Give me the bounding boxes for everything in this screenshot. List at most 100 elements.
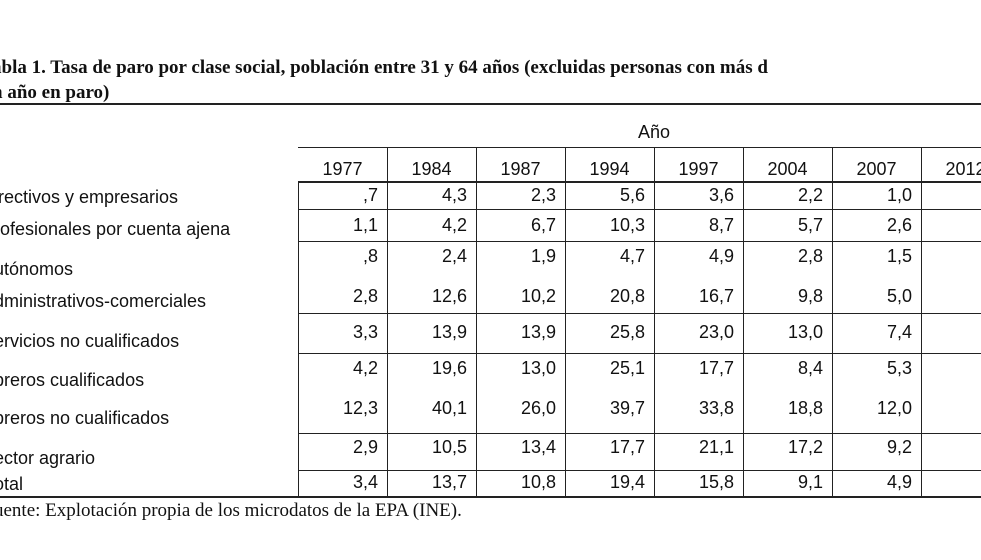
table-cell: 10,2 [520,286,556,306]
table-cell: 4,2 [352,358,378,378]
table-cell: 15,8 [698,472,734,492]
table-cell: 19,4 [609,472,645,492]
table-cell: 19 [921,358,981,378]
table-cell: ,8 [362,246,378,266]
row-rule [298,241,981,242]
year-header-2004: 2004 [767,159,808,179]
table-cell: 16 [921,322,981,342]
table-cell: 26,0 [520,398,556,418]
table-cell: 35 [921,398,981,418]
table-cell: 40,1 [431,398,467,418]
year-group-header: Año [637,122,671,142]
table-cell: 1,5 [886,246,912,266]
table-cell: 6 [921,215,981,235]
row-label: otal [0,474,24,494]
table-cell: 4,9 [886,472,912,492]
table-cell: 5,3 [886,358,912,378]
table-cell: 4,2 [441,215,467,235]
year-header-2007: 2007 [856,159,897,179]
table-cell: 1,9 [530,246,556,266]
table-cell: 13,4 [520,437,556,457]
table-cell: 12,3 [342,398,378,418]
column-divider [743,147,744,496]
table-cell: 19,6 [431,358,467,378]
row-rule [298,209,981,210]
column-divider [298,181,299,496]
table-cell: 16,7 [698,286,734,306]
table-title-line-2: n año en paro) [0,82,110,103]
year-header-2012: 2012 [945,159,981,179]
table-cell: 28 [921,437,981,457]
table-cell: 25,8 [609,322,645,342]
year-header-1977: 1977 [322,159,363,179]
column-divider [387,147,388,496]
table-cell: 2,9 [352,437,378,457]
table-cell: 5,7 [797,215,823,235]
header-rule [298,147,981,148]
table-cell: 7,4 [886,322,912,342]
year-header-1984: 1984 [411,159,452,179]
table-cell: 21,1 [698,437,734,457]
row-label: utónomos [0,259,74,279]
table-cell: 4,3 [441,185,467,205]
table-cell: 4,9 [708,246,734,266]
table-title: abla 1. Tasa de paro por clase social, p… [0,55,981,105]
table-cell: 25,1 [609,358,645,378]
table-cell: 12,0 [876,398,912,418]
table-cell: 1,0 [886,185,912,205]
column-divider [832,147,833,496]
table-cell: 10,3 [609,215,645,235]
years-rule [298,181,981,183]
row-label: irectivos y empresarios [0,187,179,207]
table-cell: 9,1 [797,472,823,492]
table-cell: 13 [921,472,981,492]
table-bottom-rule [0,496,981,498]
column-divider [654,147,655,496]
column-divider [921,147,922,496]
table-cell: 3,3 [352,322,378,342]
table-cell: 1,1 [352,215,378,235]
row-rule [298,313,981,314]
table-cell: 18,8 [787,398,823,418]
table-cell: 5,0 [886,286,912,306]
year-header-1997: 1997 [678,159,719,179]
table-cell: 13,9 [431,322,467,342]
table-cell: 3,4 [352,472,378,492]
table-cell: 17,7 [609,437,645,457]
table-cell: 2 [921,185,981,205]
table-cell: 2,4 [441,246,467,266]
table-cell: 13,7 [431,472,467,492]
row-rule [298,353,981,354]
year-header-1994: 1994 [589,159,630,179]
table-title-line-1: abla 1. Tasa de paro por clase social, p… [0,57,768,78]
year-header-1987: 1987 [500,159,541,179]
table-cell: 12 [921,286,981,306]
table-cell: 9,8 [797,286,823,306]
table-cell: 2,8 [352,286,378,306]
column-divider [565,147,566,496]
table-cell: ,7 [362,185,378,205]
table-cell: 39,7 [609,398,645,418]
table-cell: 8,7 [708,215,734,235]
table-cell: 23,0 [698,322,734,342]
row-label: rofesionales por cuenta ajena [0,219,231,239]
table-cell: 5,6 [619,185,645,205]
row-label: ervicios no cualificados [0,331,180,351]
table-cell: 3,6 [708,185,734,205]
table-cell: 2,2 [797,185,823,205]
table-cell: 2,3 [530,185,556,205]
row-rule [298,470,981,471]
table-cell: 17,2 [787,437,823,457]
row-label: ector agrario [0,448,96,468]
row-rule [298,433,981,434]
table-cell: 9,2 [886,437,912,457]
table-cell: 10,8 [520,472,556,492]
table-cell: 12,6 [431,286,467,306]
table-cell: 33,8 [698,398,734,418]
table-cell: 5 [921,246,981,266]
title-rule [0,103,981,105]
row-label: breros cualificados [0,370,145,390]
table-cell: 4,7 [619,246,645,266]
table-cell: 13,0 [787,322,823,342]
table-cell: 10,5 [431,437,467,457]
